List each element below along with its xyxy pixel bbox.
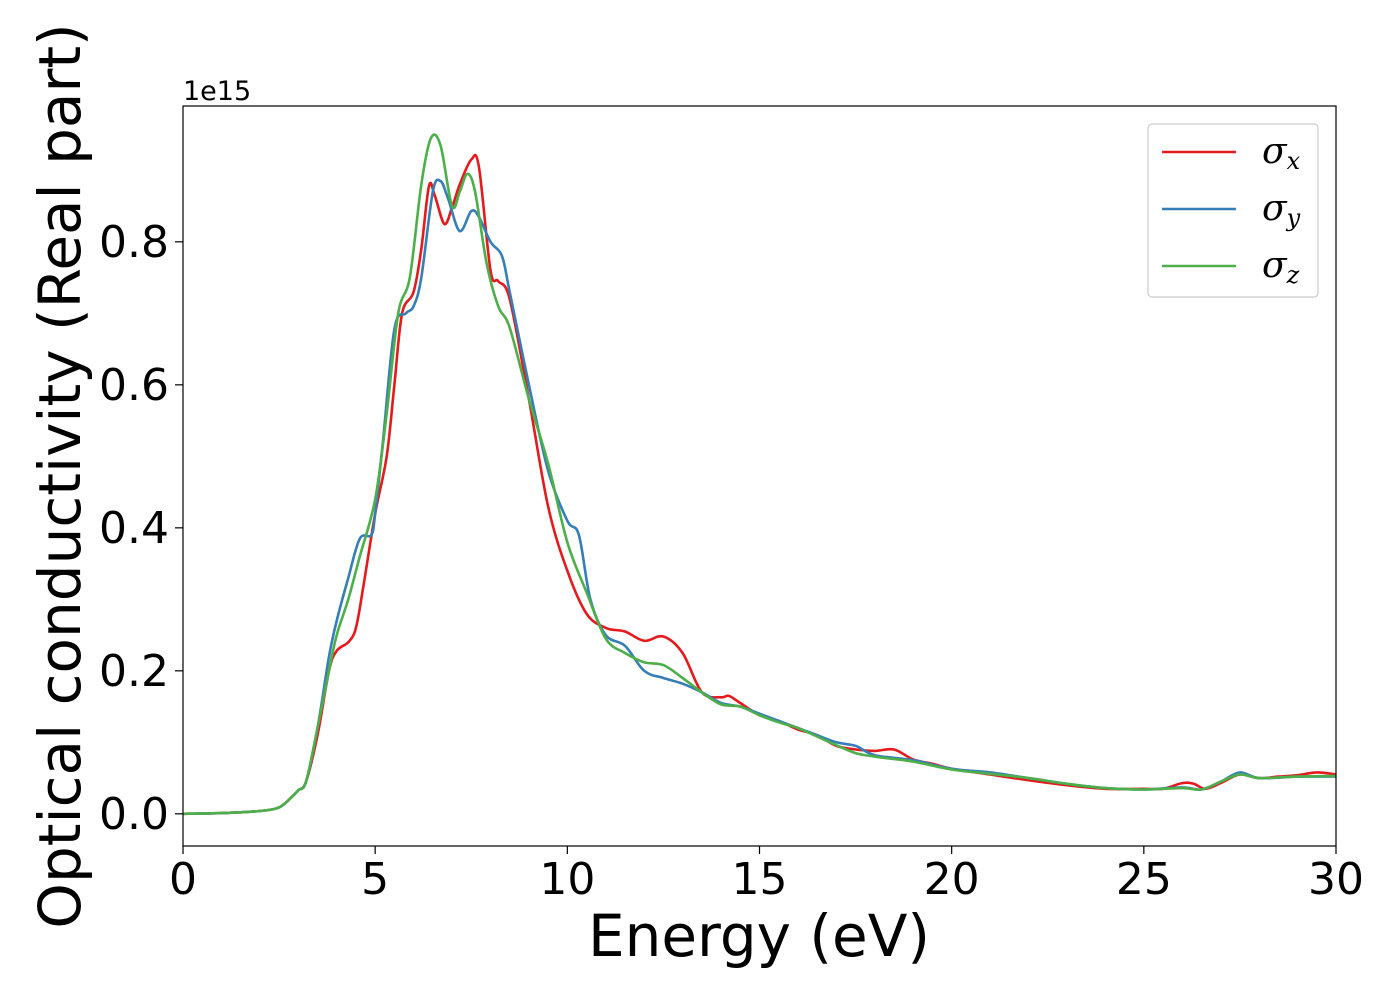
series-line-z xyxy=(182,133,1337,816)
series-layer xyxy=(182,133,1337,816)
x-tick-label: 30 xyxy=(1308,854,1364,905)
plot-background xyxy=(183,106,1336,846)
y-axis-title: Optical conductivity (Real part) xyxy=(26,23,94,928)
x-tick-label: 15 xyxy=(732,854,788,905)
y-tick-label: 0.0 xyxy=(99,789,169,840)
y-offset-label: 1e15 xyxy=(183,76,251,107)
y-tick-label: 0.6 xyxy=(99,360,169,411)
legend-box xyxy=(1147,123,1319,298)
x-axis-title: Energy (eV) xyxy=(588,902,930,970)
y-tick-label: 0.2 xyxy=(99,646,169,697)
y-tick-label: 0.4 xyxy=(99,503,169,554)
x-tick-label: 20 xyxy=(924,854,980,905)
x-axis-ticks: 0 5 10 15 20 25 30 xyxy=(169,846,1364,905)
x-tick-label: 10 xyxy=(539,854,595,905)
x-tick-label: 0 xyxy=(169,854,197,905)
x-tick-label: 5 xyxy=(361,854,389,905)
y-axis-ticks: 0.0 0.2 0.4 0.6 0.8 xyxy=(99,217,183,840)
y-tick-label: 0.8 xyxy=(99,217,169,268)
x-tick-label: 25 xyxy=(1116,854,1172,905)
